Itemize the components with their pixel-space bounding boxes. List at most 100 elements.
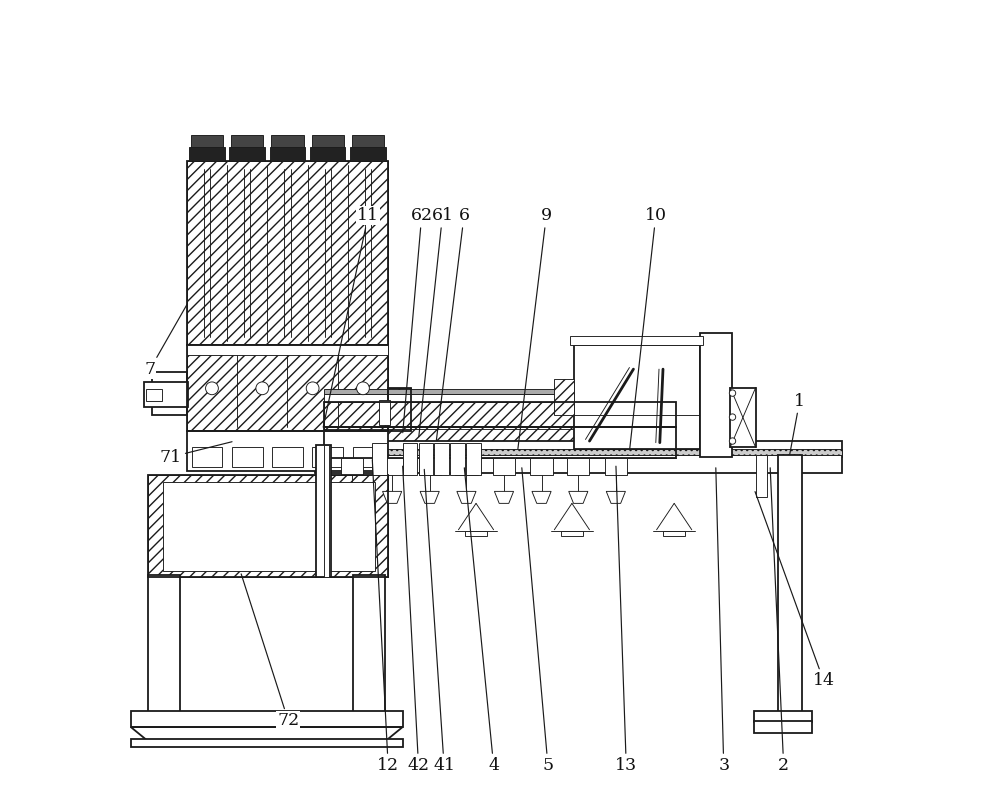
Bar	[324, 427, 676, 458]
Bar	[465, 531, 487, 536]
Bar	[455, 458, 478, 475]
Bar	[554, 379, 574, 415]
Bar	[778, 455, 802, 713]
Bar	[570, 336, 703, 345]
Bar	[530, 458, 553, 475]
Bar	[350, 147, 386, 161]
Circle shape	[729, 438, 736, 444]
Bar	[419, 443, 433, 475]
Bar	[352, 135, 384, 147]
Bar	[754, 721, 812, 733]
Bar	[388, 388, 411, 431]
Text: 41: 41	[424, 469, 455, 774]
Bar	[381, 458, 403, 475]
Circle shape	[206, 382, 218, 395]
Polygon shape	[383, 491, 402, 503]
Bar	[231, 135, 263, 147]
Circle shape	[256, 382, 269, 395]
Polygon shape	[532, 491, 551, 503]
Bar	[605, 458, 627, 475]
Bar	[192, 447, 222, 467]
Text: 62: 62	[403, 207, 433, 433]
Bar	[148, 475, 388, 577]
Bar	[187, 345, 388, 355]
Bar	[187, 345, 388, 431]
Bar	[324, 402, 676, 427]
Text: 13: 13	[615, 466, 637, 774]
Text: 72: 72	[241, 574, 299, 729]
Bar	[131, 739, 403, 747]
Bar	[316, 445, 331, 577]
Text: 9: 9	[518, 207, 552, 449]
Bar	[270, 147, 305, 161]
Bar	[493, 458, 515, 475]
Bar	[730, 388, 756, 447]
Bar	[148, 475, 388, 577]
Circle shape	[729, 390, 736, 396]
Bar	[324, 427, 676, 458]
Bar	[187, 345, 388, 431]
Bar	[574, 345, 700, 449]
Bar	[324, 394, 676, 402]
Bar	[450, 443, 465, 475]
Bar	[466, 443, 481, 475]
Bar	[324, 402, 676, 427]
Text: 11: 11	[323, 207, 379, 427]
Polygon shape	[457, 491, 476, 503]
Bar	[567, 458, 589, 475]
Bar	[315, 449, 842, 455]
Bar	[312, 135, 344, 147]
Text: 5: 5	[522, 467, 554, 774]
Text: 7: 7	[144, 304, 187, 378]
Bar	[379, 400, 390, 425]
Bar	[187, 431, 388, 471]
Bar	[324, 445, 329, 577]
Bar	[189, 147, 225, 161]
Bar	[315, 441, 842, 457]
Bar	[312, 447, 343, 467]
Text: 4: 4	[464, 467, 499, 774]
Text: 12: 12	[372, 459, 399, 774]
Bar	[700, 333, 732, 457]
Bar	[561, 531, 583, 536]
Text: 3: 3	[716, 467, 729, 774]
Text: 6: 6	[436, 207, 470, 440]
Text: 1: 1	[790, 392, 805, 455]
Bar	[403, 443, 417, 475]
Bar	[434, 443, 449, 475]
Bar	[152, 372, 187, 415]
Bar	[187, 161, 388, 345]
Bar	[341, 458, 363, 475]
Polygon shape	[494, 491, 514, 503]
Bar	[148, 575, 180, 713]
Bar	[324, 389, 676, 394]
Bar	[191, 135, 223, 147]
Circle shape	[306, 382, 319, 395]
Polygon shape	[569, 491, 588, 503]
Bar	[131, 711, 403, 727]
Circle shape	[357, 382, 369, 395]
Bar	[187, 161, 388, 345]
Polygon shape	[606, 491, 625, 503]
Bar	[353, 575, 385, 713]
Text: 71: 71	[160, 442, 232, 466]
Bar	[663, 531, 685, 536]
Bar	[315, 455, 842, 473]
Bar	[372, 443, 387, 475]
Bar	[419, 458, 441, 475]
Bar	[388, 388, 411, 431]
Bar	[232, 447, 263, 467]
Bar	[146, 389, 162, 401]
Bar	[163, 482, 375, 571]
Text: 10: 10	[630, 207, 667, 449]
Circle shape	[729, 414, 736, 420]
Bar	[229, 147, 265, 161]
Text: 42: 42	[403, 466, 430, 774]
Polygon shape	[420, 491, 439, 503]
Text: 14: 14	[755, 491, 835, 690]
Bar	[353, 447, 383, 467]
Text: 61: 61	[419, 207, 453, 437]
Bar	[756, 455, 767, 497]
Text: 2: 2	[770, 467, 789, 774]
Bar	[310, 147, 345, 161]
